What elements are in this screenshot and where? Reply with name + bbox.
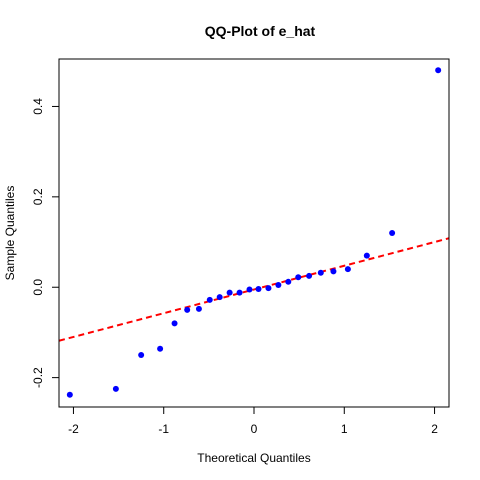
x-tick-label-1: -1 — [158, 422, 169, 436]
y-axis-label: Sample Quantiles — [3, 186, 17, 281]
data-point-21 — [344, 266, 351, 273]
x-axis-label: Theoretical Quantiles — [197, 451, 310, 465]
data-point-17 — [295, 274, 302, 281]
data-point-7 — [195, 305, 202, 312]
data-point-11 — [236, 289, 243, 296]
data-point-6 — [184, 306, 191, 313]
data-point-15 — [275, 281, 282, 288]
data-point-1 — [66, 391, 73, 398]
x-tick-label-3: 1 — [341, 422, 348, 436]
data-point-4 — [157, 345, 164, 352]
data-points — [66, 67, 442, 398]
x-tick-label-2: 0 — [251, 422, 258, 436]
y-tick-label-3: 0.4 — [31, 98, 45, 115]
data-point-14 — [265, 285, 272, 292]
data-point-23 — [389, 230, 396, 236]
data-point-20 — [330, 268, 337, 275]
x-axis: -2 -1 0 1 2 — [68, 407, 438, 436]
x-tick-label-4: 2 — [431, 422, 438, 436]
data-point-12 — [246, 286, 253, 293]
x-tick-label-0: -2 — [68, 422, 79, 436]
y-tick-label-2: 0.2 — [31, 188, 45, 205]
reference-line — [58, 237, 450, 342]
data-point-2 — [112, 385, 119, 392]
data-point-18 — [306, 272, 313, 279]
data-point-10 — [226, 289, 233, 296]
data-point-19 — [317, 269, 324, 276]
data-point-16 — [285, 278, 292, 285]
y-axis: -0.2 0.0 0.2 0.4 — [31, 98, 59, 388]
data-point-3 — [138, 352, 145, 359]
data-point-22 — [363, 252, 370, 259]
y-tick-label-0: -0.2 — [31, 367, 45, 388]
data-point-13 — [255, 286, 262, 293]
chart-title: QQ-Plot of e_hat — [205, 23, 316, 39]
data-point-9 — [216, 294, 223, 301]
data-point-24 — [435, 67, 442, 74]
y-tick-label-1: 0.0 — [31, 279, 45, 296]
data-point-8 — [206, 296, 213, 303]
plot-area — [58, 67, 450, 398]
data-point-5 — [171, 320, 178, 327]
